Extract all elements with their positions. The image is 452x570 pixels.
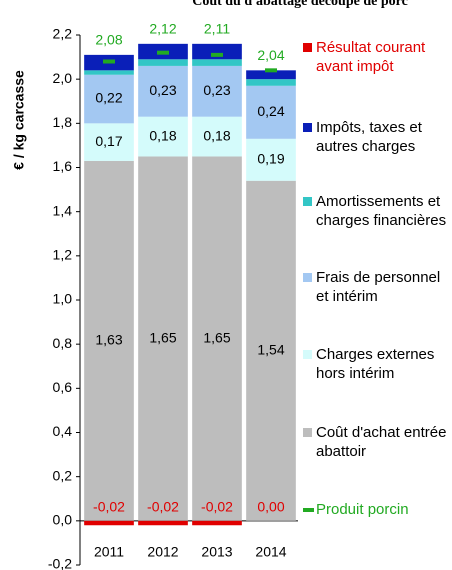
bar-segment xyxy=(84,520,134,526)
legend-label: Résultat courant avant impôt xyxy=(316,39,426,75)
y-tick-label: 1,2 xyxy=(53,247,73,263)
value-label: 0,23 xyxy=(203,82,230,98)
x-tick-label: 2014 xyxy=(255,544,286,560)
bar-segment xyxy=(138,65,188,117)
bar-segment xyxy=(138,59,188,66)
y-tick-label: 1,0 xyxy=(53,291,73,307)
value-label: 0,19 xyxy=(257,150,284,166)
bar-segment xyxy=(246,70,296,80)
value-label: 1,54 xyxy=(257,341,284,357)
legend-swatch xyxy=(303,508,314,512)
legend-swatch xyxy=(303,350,312,359)
y-tick-label: 0,2 xyxy=(53,467,73,483)
legend-swatch xyxy=(303,428,312,437)
bar-segment xyxy=(246,180,296,521)
y-tick-label: 0,8 xyxy=(53,335,73,351)
bar-segment xyxy=(138,520,188,526)
y-tick-label: 0,6 xyxy=(53,379,73,395)
legend-label: Charges externes hors intérim xyxy=(316,346,435,382)
value-label: 0,24 xyxy=(257,103,284,119)
legend-label: Impôts, taxes et autres charges xyxy=(316,119,422,155)
bar-segment xyxy=(246,85,296,139)
bar-segment xyxy=(192,59,242,66)
y-tick-label: -0,2 xyxy=(48,556,72,570)
value-label: 1,63 xyxy=(95,332,122,348)
bar-segment xyxy=(192,116,242,157)
legend-label: Amortissements et charges financières xyxy=(316,193,447,229)
chart-title: Coût du d'abattage découpe de porc xyxy=(192,0,408,9)
bar-segment xyxy=(192,156,242,521)
value-label: 0,17 xyxy=(95,133,122,149)
legend-swatch xyxy=(303,43,312,52)
y-tick-label: 1,8 xyxy=(53,114,73,130)
bar-segment xyxy=(192,65,242,117)
legend-swatch xyxy=(303,123,312,132)
x-tick-label: 2011 xyxy=(94,544,124,560)
legend-label: Frais de personnel et intérim xyxy=(316,269,441,305)
bar-segment xyxy=(138,116,188,157)
y-axis-label: € / kg carcasse xyxy=(11,70,27,170)
value-label: 2,08 xyxy=(95,32,122,48)
bar-segment xyxy=(84,160,134,521)
y-tick-label: 1,6 xyxy=(53,158,73,174)
value-label: -0,02 xyxy=(93,499,125,515)
value-label: 0,00 xyxy=(257,499,284,515)
value-label: 0,18 xyxy=(203,127,230,143)
legend-label: Produit porcin xyxy=(316,501,409,518)
legend-label: Coût d'achat entrée abattoir xyxy=(316,424,447,460)
bar-segment xyxy=(138,156,188,521)
value-label: 2,11 xyxy=(204,21,230,37)
y-tick-label: 2,2 xyxy=(53,26,73,42)
value-label: 0,18 xyxy=(149,127,176,143)
value-label: 2,12 xyxy=(149,21,176,37)
bar-segment xyxy=(84,123,134,161)
bar-segment xyxy=(246,138,296,181)
bar-segment xyxy=(192,520,242,526)
x-tick-label: 2013 xyxy=(201,544,232,560)
bar-segment xyxy=(192,43,242,60)
y-tick-label: 0,4 xyxy=(53,423,73,439)
legend-swatch xyxy=(303,197,312,206)
value-label: 0,23 xyxy=(149,82,176,98)
y-tick-label: 2,0 xyxy=(53,70,73,86)
value-label: -0,02 xyxy=(147,499,179,515)
y-tick-label: 1,4 xyxy=(53,202,73,218)
legend-swatch xyxy=(303,273,312,282)
x-tick-label: 2012 xyxy=(147,544,178,560)
value-label: 1,65 xyxy=(149,329,176,345)
value-label: -0,02 xyxy=(201,499,233,515)
bar-segment xyxy=(246,79,296,86)
value-label: 1,65 xyxy=(203,329,230,345)
value-label: 2,04 xyxy=(257,47,284,63)
bar-segment xyxy=(84,70,134,75)
bar-segment xyxy=(84,74,134,124)
value-label: 0,22 xyxy=(95,90,122,106)
y-tick-label: 0,0 xyxy=(53,512,73,528)
